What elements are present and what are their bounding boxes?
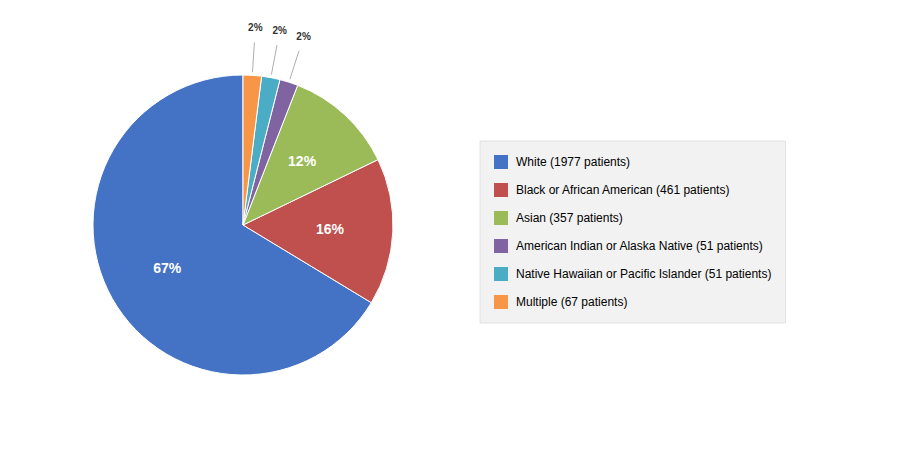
- legend-label: Asian (357 patients): [516, 211, 623, 225]
- legend-item: White (1977 patients): [494, 155, 630, 169]
- legend-swatch: [494, 211, 508, 225]
- legend-item: Black or African American (461 patients): [494, 183, 729, 197]
- legend-label: White (1977 patients): [516, 155, 630, 169]
- label-connector: [271, 45, 277, 74]
- data-labels: 67% 16% 12% 2% 2% 2%: [153, 22, 344, 276]
- legend-swatch: [494, 239, 508, 253]
- legend-label: Native Hawaiian or Pacific Islander (51 …: [516, 267, 771, 281]
- legend-swatch: [494, 267, 508, 281]
- chart-svg: 67% 16% 12% 2% 2% 2% White (1977 patients) Blac…: [0, 0, 900, 450]
- legend-frame: [480, 141, 785, 323]
- data-label: 12%: [288, 153, 317, 169]
- data-label: 2%: [273, 25, 288, 36]
- label-connector: [290, 51, 299, 80]
- legend-item: Multiple (67 patients): [494, 295, 627, 309]
- legend-item: American Indian or Alaska Native (51 pat…: [494, 239, 763, 253]
- legend-swatch: [494, 183, 508, 197]
- legend-swatch: [494, 155, 508, 169]
- legend-label: Multiple (67 patients): [516, 295, 627, 309]
- legend-label: American Indian or Alaska Native (51 pat…: [516, 239, 763, 253]
- pie-slice: [243, 75, 262, 225]
- legend-swatch: [494, 295, 508, 309]
- data-label: 2%: [248, 22, 263, 33]
- legend-label: Black or African American (461 patients): [516, 183, 729, 197]
- legend-item: Asian (357 patients): [494, 211, 623, 225]
- label-connector: [253, 42, 255, 72]
- data-label: 67%: [153, 260, 182, 276]
- data-label: 16%: [316, 221, 345, 237]
- data-label: 2%: [296, 31, 311, 42]
- legend-item: Native Hawaiian or Pacific Islander (51 …: [494, 267, 771, 281]
- legend: White (1977 patients) Black or African Am…: [480, 141, 785, 323]
- pie: [93, 75, 393, 375]
